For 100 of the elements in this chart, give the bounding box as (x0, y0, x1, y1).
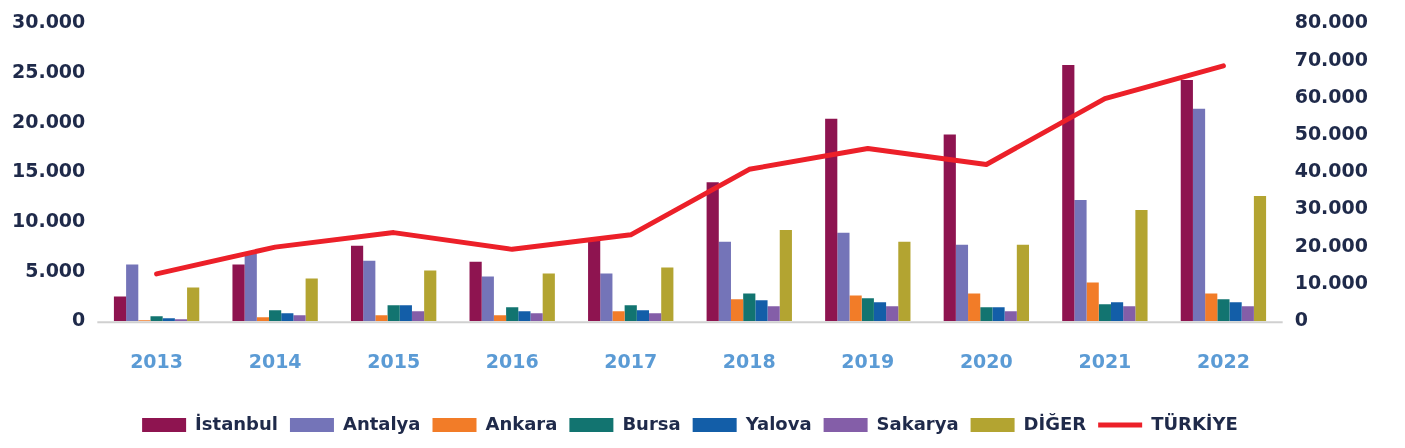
bar (600, 273, 613, 322)
legend-label: DİĞER (1023, 412, 1087, 434)
bar (256, 317, 270, 322)
bar (1192, 108, 1206, 322)
bar (1135, 210, 1148, 322)
bar (730, 299, 744, 322)
bar (612, 311, 625, 322)
bar (363, 260, 376, 322)
y-tick-label: 30.000 (11, 10, 86, 33)
bar (399, 305, 412, 322)
bar (1229, 302, 1242, 322)
bar (150, 316, 163, 322)
bar (943, 134, 956, 322)
legend-label: İstanbul (195, 412, 278, 434)
bar (506, 307, 519, 322)
bar (1123, 306, 1136, 322)
bar (743, 293, 756, 322)
bar (469, 261, 482, 322)
bar (1016, 244, 1030, 322)
legend-label: Ankara (485, 412, 558, 434)
y2-tick-label: 30.000 (1294, 196, 1369, 219)
legend-label: Antalya (342, 412, 421, 434)
bar (1086, 282, 1099, 322)
y2-tick-label: 40.000 (1294, 159, 1369, 182)
bar (886, 306, 899, 322)
legend-label: Yalova (744, 412, 812, 434)
y-tick-label: 20.000 (11, 109, 86, 132)
bar (281, 313, 294, 322)
bar (1110, 302, 1124, 322)
y-tick-label: 5.000 (25, 258, 86, 281)
bar (530, 313, 543, 322)
bar (706, 182, 719, 322)
bar (624, 305, 637, 322)
bar (1062, 65, 1075, 322)
bar (718, 241, 731, 322)
bar (898, 241, 911, 322)
bar (232, 264, 245, 322)
x-tick-label: 2014 (248, 349, 302, 372)
bar (375, 315, 388, 322)
y2-tick-label: 10.000 (1294, 270, 1369, 293)
bar (849, 295, 862, 322)
bar (1180, 79, 1193, 322)
x-tick-label: 2020 (959, 349, 1013, 372)
y-tick-label: 25.000 (11, 59, 86, 82)
bar (980, 307, 993, 322)
bar (1074, 200, 1087, 322)
bar (1253, 196, 1267, 322)
bar (244, 253, 257, 322)
x-tick-label: 2022 (1196, 349, 1250, 372)
bar (411, 311, 425, 322)
y-tick-label: 15.000 (11, 159, 86, 182)
x-tick-label: 2015 (367, 349, 421, 372)
bar (1098, 304, 1111, 322)
bar (837, 232, 850, 322)
x-tick-label: 2018 (722, 349, 776, 372)
bar (968, 293, 981, 322)
y2-tick-label: 60.000 (1294, 84, 1369, 107)
bar (424, 270, 437, 322)
bar (305, 278, 318, 322)
legend-label: Sakarya (876, 412, 959, 434)
bar (588, 239, 601, 322)
bar (1217, 299, 1230, 322)
y2-tick-label: 0 (1294, 308, 1308, 331)
x-tick-label: 2017 (604, 349, 658, 372)
y-tick-label: 10.000 (11, 208, 86, 231)
bar (992, 307, 1005, 322)
bar (518, 311, 531, 322)
y2-tick-label: 80.000 (1294, 10, 1369, 33)
bar (542, 273, 555, 322)
bar (1241, 306, 1254, 322)
x-tick-label: 2013 (130, 349, 184, 372)
bar (861, 298, 874, 322)
bar (162, 318, 175, 322)
bar (767, 306, 780, 322)
bar (350, 245, 364, 322)
bar (1004, 311, 1017, 322)
bar (1205, 293, 1218, 322)
bar (126, 264, 139, 322)
x-tick-label: 2021 (1078, 349, 1132, 372)
y2-tick-label: 20.000 (1294, 233, 1369, 256)
bar (387, 305, 400, 322)
bar (825, 118, 838, 322)
bar (269, 310, 282, 322)
bar (113, 296, 127, 322)
x-tick-label: 2019 (841, 349, 895, 372)
bar (187, 287, 200, 322)
bar (636, 310, 650, 322)
bar (293, 315, 306, 322)
bar (955, 244, 969, 322)
y2-tick-label: 50.000 (1294, 122, 1369, 145)
bar (649, 313, 662, 322)
y-tick-label: 0 (72, 308, 86, 331)
x-tick-label: 2016 (485, 349, 539, 372)
bar (873, 302, 887, 322)
bar (493, 315, 507, 322)
legend-label: TÜRKİYE (1151, 412, 1238, 434)
legend-label: Bursa (622, 412, 681, 434)
bar (481, 276, 494, 322)
bar (755, 300, 768, 322)
bar (661, 267, 674, 322)
